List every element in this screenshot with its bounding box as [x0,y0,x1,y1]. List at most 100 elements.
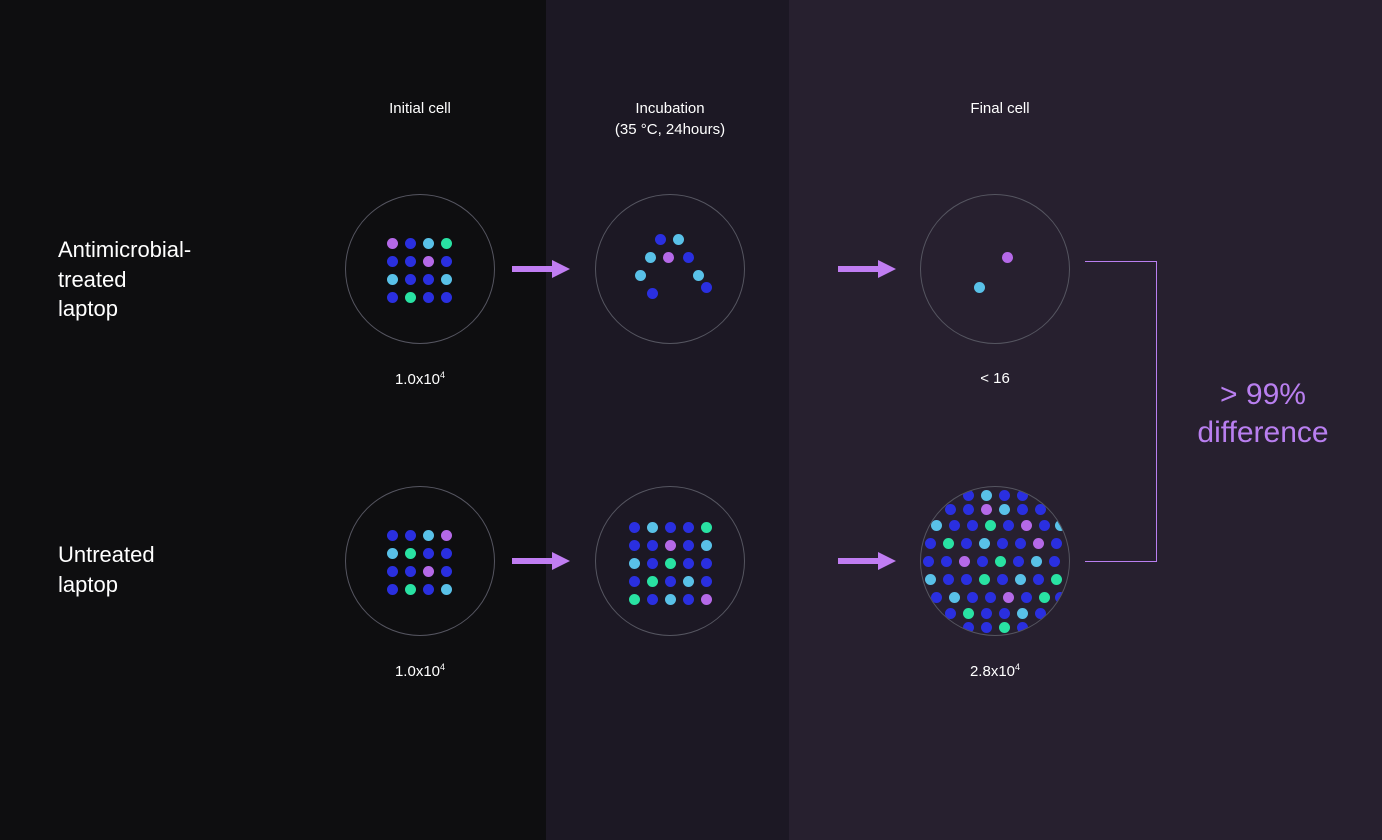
cell-dot [701,522,712,533]
cell-dot [405,238,416,249]
petri-untreated-final [920,486,1070,636]
cell-dot [441,584,452,595]
cell-dot [1017,490,1028,501]
dots-untreated-initial [346,487,494,635]
cell-dot [1017,608,1028,619]
value-untreated-initial: 1.0x104 [345,662,495,680]
cell-dot [647,558,658,569]
cell-dot [441,530,452,541]
cell-dot [405,584,416,595]
cell-dot [997,574,1008,585]
cell-dot [1017,622,1028,633]
cell-dot [985,520,996,531]
row-label-treated: Antimicrobial- treated laptop [58,235,278,324]
row-label-untreated: Untreated laptop [58,540,278,599]
cell-dot [405,274,416,285]
cell-dot [441,274,452,285]
cell-dot [645,252,656,263]
cell-dot [405,566,416,577]
incubation-line1: Incubation [635,100,704,117]
cell-dot [945,608,956,619]
cell-dot [693,270,704,281]
cell-dot [999,608,1010,619]
cell-dot [683,540,694,551]
column-header-incubation: Incubation (35 °C, 24hours) [570,98,770,140]
cell-dot [629,540,640,551]
cell-dot [441,548,452,559]
cell-dot [1039,592,1050,603]
cell-dot [1015,538,1026,549]
cell-dot [1035,504,1046,515]
cell-dot [999,622,1010,633]
cell-dot [1017,504,1028,515]
cell-dot [387,292,398,303]
column-header-final: Final cell [900,98,1100,119]
result-line2: difference [1197,416,1328,449]
cell-dot [967,520,978,531]
cell-dot [647,522,658,533]
dots-untreated-incubation [596,487,744,635]
cell-dot [979,538,990,549]
value-treated-final: < 16 [920,370,1070,387]
cell-dot [387,256,398,267]
cell-dot [1033,574,1044,585]
cell-dot [974,282,985,293]
cell-dot [665,594,676,605]
cell-dot [981,490,992,501]
cell-dot [923,556,934,567]
cell-dot [423,530,434,541]
cell-dot [1003,520,1014,531]
cell-dot [665,522,676,533]
cell-dot [1002,252,1013,263]
cell-dot [959,556,970,567]
incubation-line2: (35 °C, 24hours) [615,121,725,138]
cell-dot [945,504,956,515]
diagram-content: Initial cell Incubation (35 °C, 24hours)… [0,0,1382,840]
cell-dot [387,548,398,559]
cell-dot [441,256,452,267]
comparison-bracket [1085,261,1157,562]
cell-dot [701,558,712,569]
cell-dot [629,522,640,533]
cell-dot [925,538,936,549]
cell-dot [683,558,694,569]
cell-dot [665,576,676,587]
cell-dot [961,538,972,549]
cell-dot [949,520,960,531]
cell-dot [1051,538,1062,549]
cell-dot [423,548,434,559]
cell-dot [925,574,936,585]
cell-dot [999,490,1010,501]
cell-dot [963,608,974,619]
dots-treated-initial [346,195,494,343]
petri-treated-incubation [595,194,745,344]
cell-dot [1033,538,1044,549]
cell-dot [1055,592,1066,603]
cell-dot [405,548,416,559]
cell-dot [967,592,978,603]
cell-dot [981,608,992,619]
petri-treated-initial [345,194,495,344]
dots-untreated-final [921,487,1069,635]
cell-dot [683,576,694,587]
cell-dot [387,584,398,595]
cell-dot [1035,608,1046,619]
cell-dot [1015,574,1026,585]
cell-dot [441,238,452,249]
cell-dot [949,592,960,603]
cell-dot [979,574,990,585]
petri-treated-final [920,194,1070,344]
cell-dot [423,292,434,303]
cell-dot [405,530,416,541]
cell-dot [665,540,676,551]
cell-dot [1055,520,1066,531]
petri-untreated-incubation [595,486,745,636]
cell-dot [441,292,452,303]
cell-dot [977,556,988,567]
cell-dot [1051,574,1062,585]
cell-dot [1021,592,1032,603]
cell-dot [387,566,398,577]
cell-dot [963,504,974,515]
cell-dot [647,594,658,605]
cell-dot [931,520,942,531]
